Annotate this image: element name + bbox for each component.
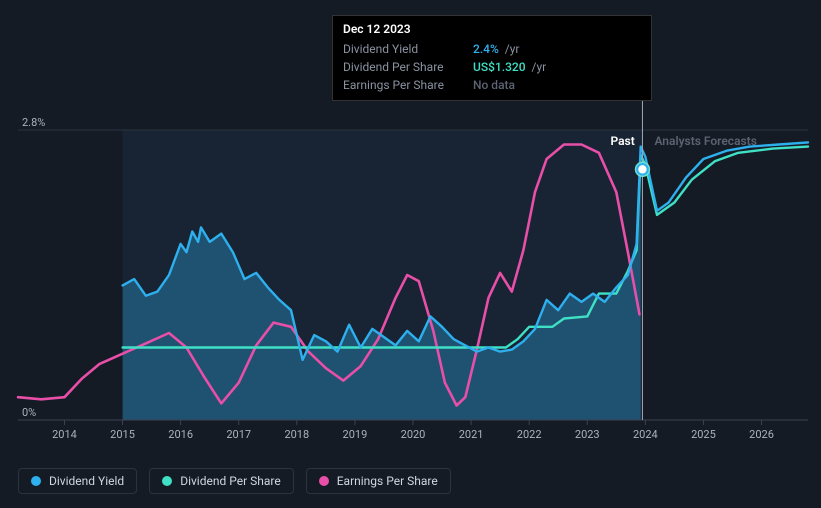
x-tick-label: 2024: [633, 428, 658, 441]
legend-item[interactable]: Dividend Yield: [18, 468, 137, 494]
legend-item[interactable]: Earnings Per Share: [306, 468, 451, 494]
tooltip-row-label: Earnings Per Share: [343, 76, 473, 94]
x-tick-label: 2016: [168, 428, 193, 441]
x-tick-label: 2025: [691, 428, 716, 441]
x-tick-label: 2014: [52, 428, 77, 441]
tooltip-date: Dec 12 2023: [343, 22, 641, 36]
chart-legend: Dividend Yield Dividend Per Share Earnings…: [18, 468, 451, 494]
tooltip-row: Dividend Per ShareUS$1.320 /yr: [343, 58, 641, 76]
y-tick-label: 2.8%: [22, 116, 45, 129]
legend-swatch-icon: [162, 476, 172, 486]
region-label-past: Past: [610, 134, 634, 148]
legend-label: Earnings Per Share: [337, 474, 438, 488]
x-tick-label: 2023: [575, 428, 600, 441]
tooltip-row-value: No data: [473, 76, 641, 94]
tooltip-row-label: Dividend Yield: [343, 40, 473, 58]
legend-label: Dividend Per Share: [180, 474, 281, 488]
x-tick-label: 2022: [517, 428, 542, 441]
y-tick-label: 0%: [22, 406, 36, 419]
tooltip-row: Dividend Yield2.4% /yr: [343, 40, 641, 58]
x-tick-label: 2026: [749, 428, 774, 441]
tooltip-table: Dividend Yield2.4% /yrDividend Per Share…: [343, 40, 641, 94]
x-tick-label: 2015: [110, 428, 135, 441]
chart-tooltip: Dec 12 2023 Dividend Yield2.4% /yrDivide…: [332, 15, 652, 101]
tooltip-row-value: 2.4% /yr: [473, 40, 641, 58]
tooltip-row: Earnings Per ShareNo data: [343, 76, 641, 94]
region-label-forecast: Analysts Forecasts: [654, 134, 756, 148]
x-tick-label: 2017: [226, 428, 251, 441]
x-tick-label: 2021: [459, 428, 484, 441]
x-tick-label: 2018: [284, 428, 309, 441]
legend-label: Dividend Yield: [49, 474, 124, 488]
tooltip-row-label: Dividend Per Share: [343, 58, 473, 76]
legend-item[interactable]: Dividend Per Share: [149, 468, 294, 494]
tooltip-row-value: US$1.320 /yr: [473, 58, 641, 76]
legend-swatch-icon: [319, 476, 329, 486]
dividend-chart: Past Analysts Forecasts Dec 12 2023 Divi…: [0, 0, 821, 508]
legend-swatch-icon: [31, 476, 41, 486]
x-tick-label: 2020: [401, 428, 426, 441]
x-tick-label: 2019: [343, 428, 368, 441]
